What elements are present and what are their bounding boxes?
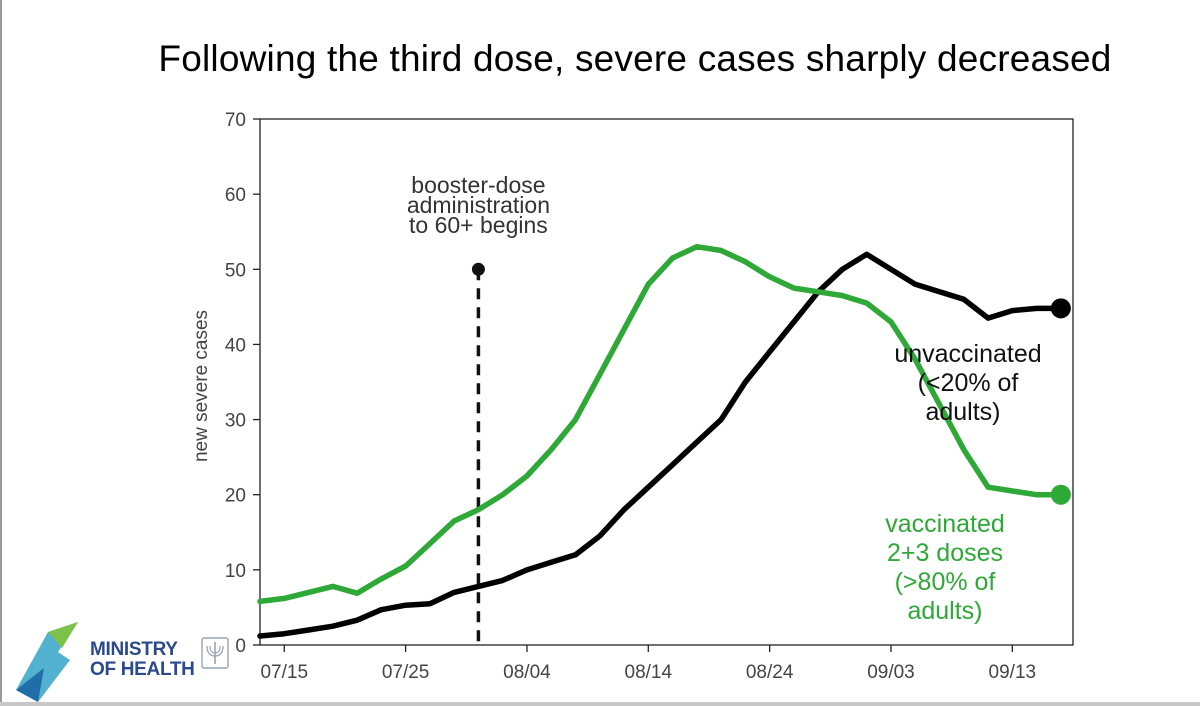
- y-tick-label: 50: [225, 260, 246, 281]
- x-tick-label: 08/04: [503, 662, 551, 683]
- ministry-of-health-logo-text: MINISTRY OF HEALTH: [90, 640, 195, 680]
- booster-dose-annotation-text: administration: [407, 192, 550, 218]
- y-tick-label: 70: [225, 110, 246, 131]
- y-tick-label: 30: [225, 411, 246, 432]
- unvaccinated-label: adults): [925, 398, 1000, 426]
- vaccinated-label: vaccinated: [885, 510, 1005, 538]
- x-tick-label: 09/03: [867, 662, 915, 683]
- x-tick-label: 07/25: [382, 662, 430, 683]
- unvaccinated-series-line: [257, 251, 1064, 639]
- unvaccinated-label: (<20% of: [918, 369, 1019, 397]
- vaccinated-label: 2+3 doses: [887, 539, 1003, 567]
- x-tick-label: 09/13: [989, 662, 1037, 683]
- logo-line-1: MINISTRY: [90, 639, 178, 660]
- y-axis-label: new severe cases: [191, 310, 212, 462]
- vaccinated-label: (>80% of: [895, 568, 996, 596]
- booster-dose-marker-dot: [471, 262, 485, 276]
- x-tick-label: 07/15: [260, 662, 308, 683]
- bottom-border: [0, 702, 1200, 706]
- vaccinated-label: adults): [907, 597, 982, 625]
- y-tick-label: 20: [225, 486, 246, 507]
- y-tick-label: 10: [225, 561, 246, 582]
- x-tick-label: 08/14: [625, 662, 673, 683]
- unvaccinated-label: unvaccinated: [894, 340, 1041, 368]
- y-tick-label: 60: [225, 185, 246, 206]
- chart-title: Following the third dose, severe cases s…: [158, 38, 1112, 79]
- left-border: [0, 0, 2, 706]
- vaccinated-end-marker: [1050, 484, 1071, 505]
- logo-line-2: OF HEALTH: [90, 659, 195, 680]
- y-tick-label: 0: [235, 636, 246, 657]
- plot-frame: [259, 118, 1074, 646]
- y-tick-label: 40: [225, 335, 246, 356]
- booster-dose-annotation-text: booster-dose: [411, 172, 545, 198]
- booster-dose-annotation-text: to 60+ begins: [409, 212, 548, 238]
- vaccinated-series-line: [257, 243, 1064, 605]
- unvaccinated-end-marker: [1050, 298, 1071, 319]
- ministry-of-health-logo-icon: [16, 622, 229, 702]
- x-tick-label: 08/24: [746, 662, 794, 683]
